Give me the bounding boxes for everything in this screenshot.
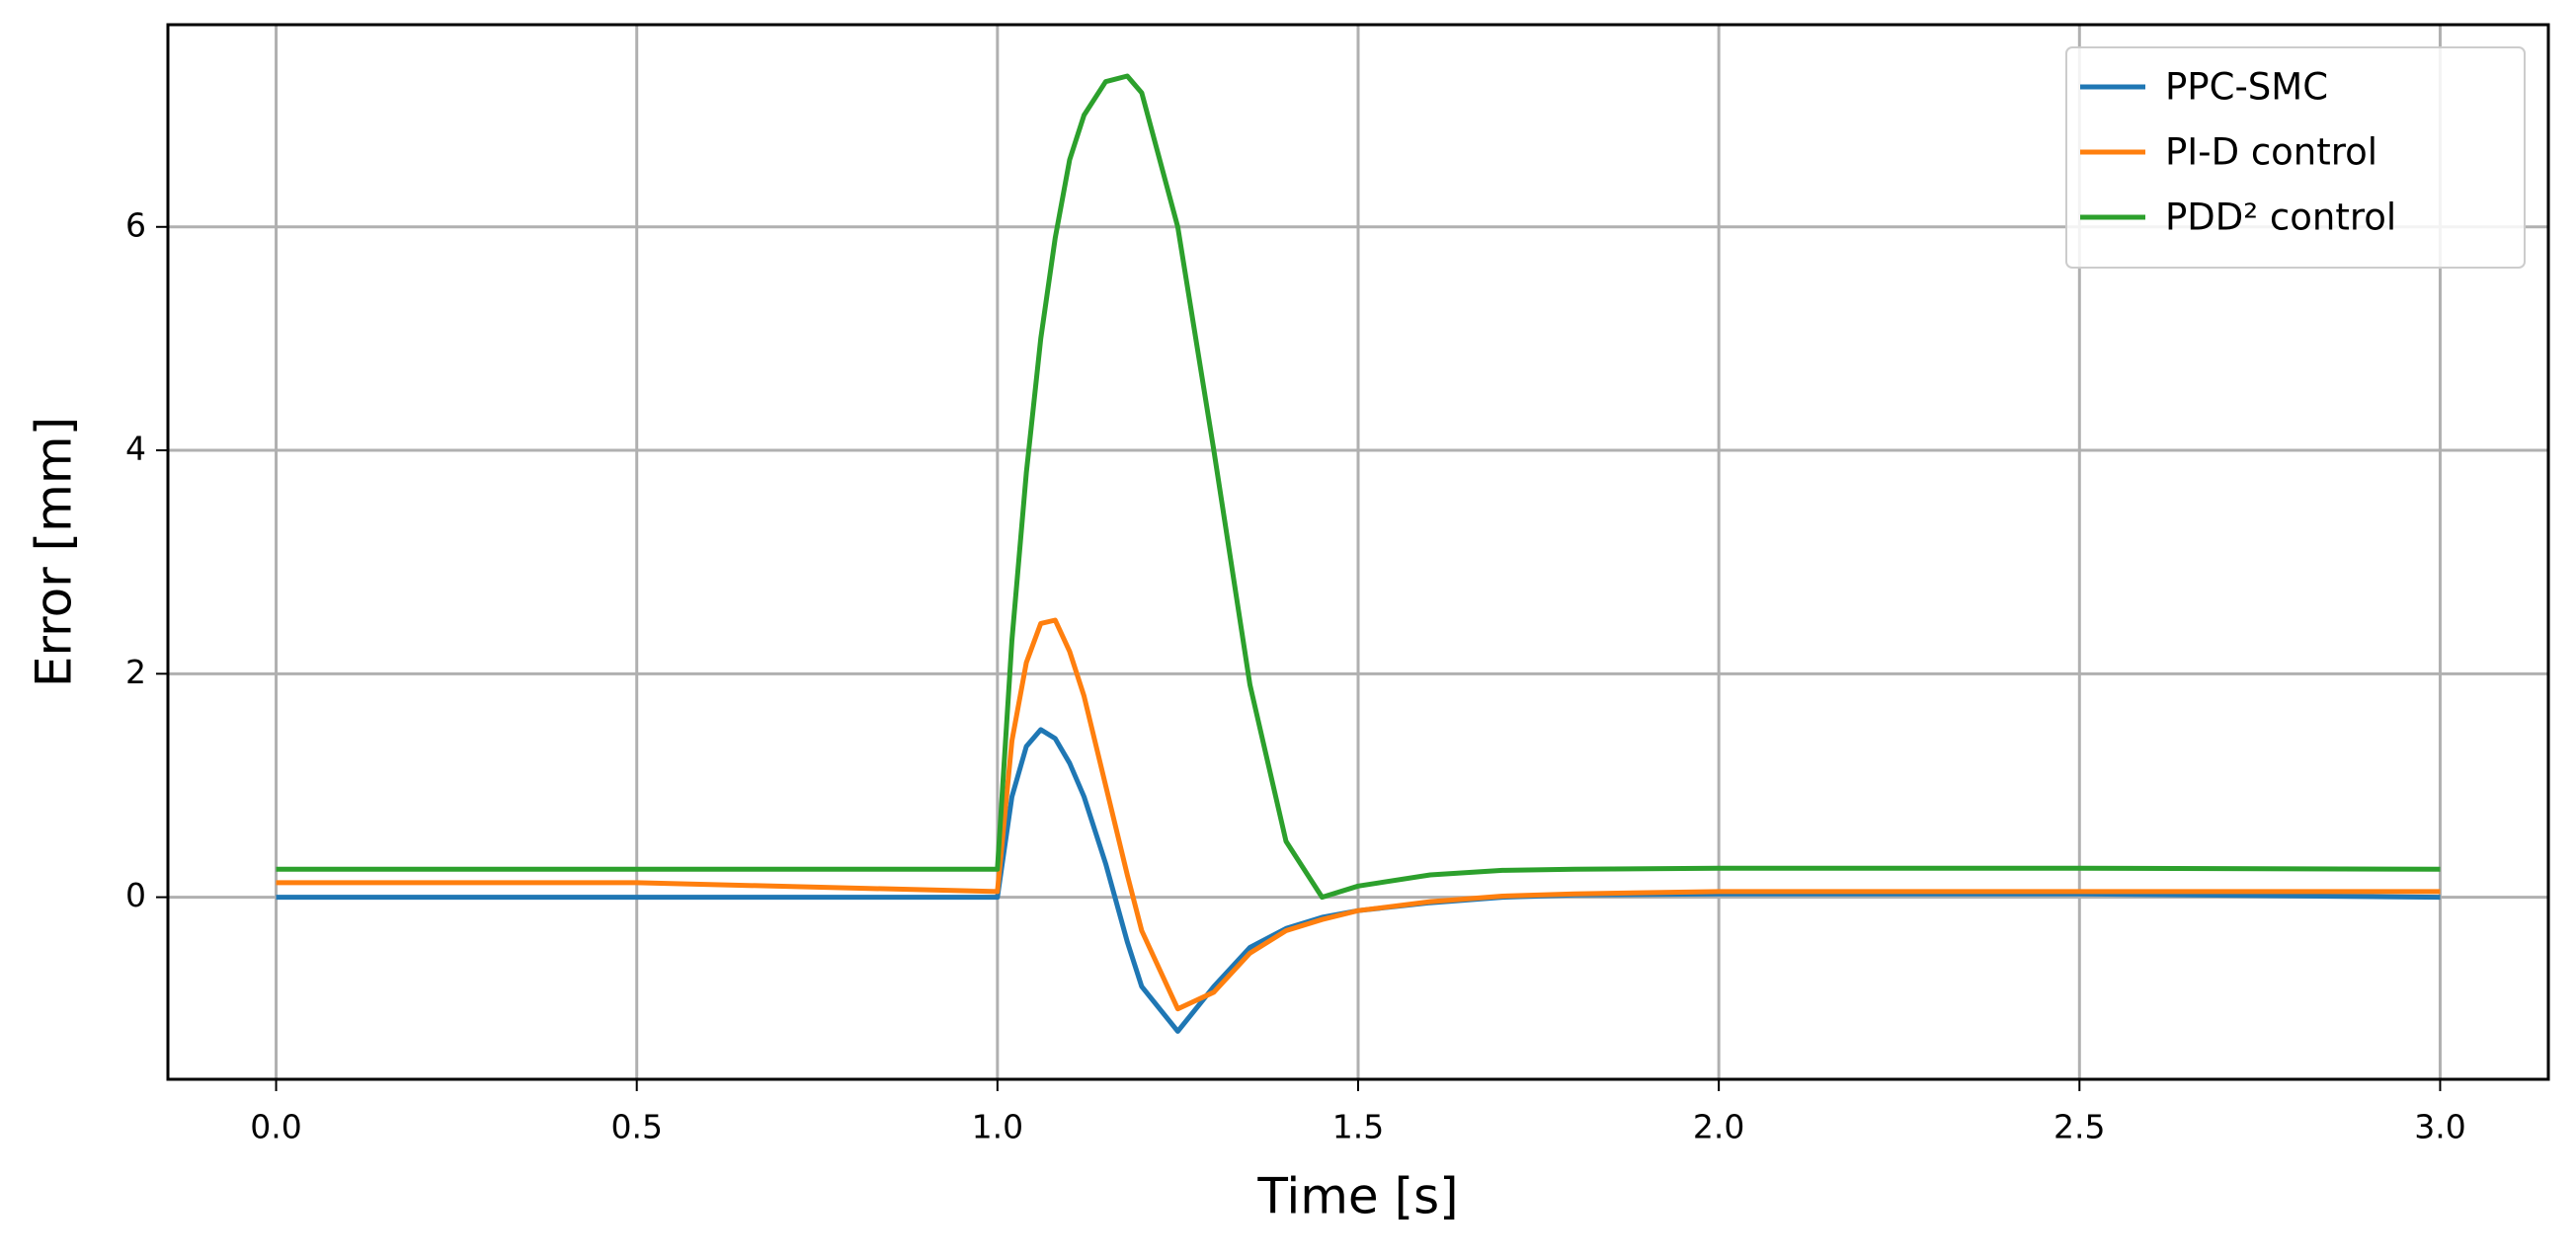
x-tick-label: 0.5 [610,1108,662,1146]
data-line [276,73,2441,901]
x-tick-label: 2.5 [2053,1108,2105,1146]
plot-frame [166,23,2550,1081]
legend-label: PDD² control [2165,197,2396,239]
x-tick-label: 1.0 [972,1108,1023,1146]
y-tick-label: 0 [125,876,146,914]
legend-label: PI-D control [2165,131,2377,174]
y-axis-label: Error [mm] [26,417,83,687]
legend-box [2065,46,2526,269]
y-tick-label: 4 [125,430,146,468]
x-tick-label: 0.0 [250,1108,301,1146]
x-tick-label: 1.5 [1332,1108,1384,1146]
y-tick-label: 2 [125,653,146,691]
x-axis-label: Time [s] [1256,1168,1458,1225]
legend-label: PPC-SMC [2165,66,2328,109]
y-tick-label: 6 [125,205,146,244]
x-tick-label: 2.0 [1693,1108,1744,1146]
data-line [276,617,2441,1012]
legend: PPC-SMC PI-D control PDD² control [2065,46,2526,269]
x-tick-label: 3.0 [2414,1108,2465,1146]
